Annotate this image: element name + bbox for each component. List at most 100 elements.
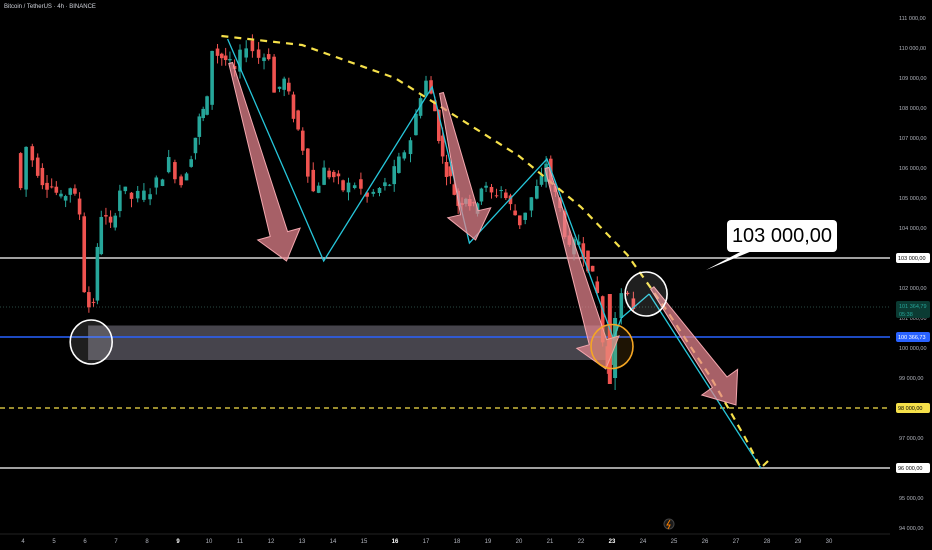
x-tick-label: 19	[485, 539, 492, 545]
candle-body	[54, 186, 59, 193]
candle-body	[118, 190, 122, 212]
candle-body	[600, 296, 605, 343]
y-tick-label: 109 000,00	[899, 76, 927, 82]
y-tick-label: 106 000,00	[899, 166, 927, 172]
candle-body	[484, 185, 488, 188]
x-tick-label: 22	[578, 539, 585, 545]
y-tick-label: 99 000,00	[899, 376, 923, 382]
candle-body	[250, 40, 255, 52]
y-tick-label: 107 000,00	[899, 136, 927, 142]
y-tick-label: 95 000,00	[899, 496, 923, 502]
candle-body	[377, 187, 382, 193]
x-tick-label: 13	[299, 539, 306, 545]
candle-body	[291, 94, 296, 119]
y-tick-label: 101 000,00	[899, 316, 927, 322]
candle-body	[129, 192, 134, 199]
candle-body	[244, 48, 248, 58]
candle-body	[282, 78, 286, 90]
price-badge-103000: 103 000,00	[898, 256, 926, 262]
candle-body	[59, 193, 63, 197]
candle-body	[166, 157, 171, 173]
y-tick-label: 111 000,00	[899, 16, 926, 22]
candle-body	[215, 48, 220, 56]
candle-body	[508, 195, 513, 205]
candle-body	[45, 182, 49, 190]
y-tick-label: 110 000,00	[899, 46, 926, 52]
candle-body	[359, 179, 363, 189]
candle-body	[197, 116, 202, 137]
candle-body	[300, 130, 305, 151]
candle-body	[440, 135, 445, 157]
price-badge-98000-bg	[896, 403, 930, 413]
y-tick-label: 94 000,00	[899, 526, 923, 532]
candle-body	[179, 176, 183, 186]
candle-body	[625, 292, 630, 295]
candle-body	[548, 158, 553, 185]
candle-body	[219, 53, 224, 59]
y-tick-label: 102 000,00	[899, 286, 927, 292]
candle-body	[436, 109, 441, 142]
x-tick-label: 6	[83, 539, 87, 545]
candle-body	[108, 216, 113, 223]
highlight-circle-1	[69, 319, 113, 365]
candle-body	[68, 188, 73, 195]
x-tick-label: 29	[795, 539, 802, 545]
candle-body	[189, 159, 193, 167]
candle-body	[205, 96, 209, 115]
candle-body	[418, 98, 423, 116]
candle-body	[424, 80, 428, 96]
candle-body	[262, 57, 266, 62]
x-tick-label: 16	[392, 539, 399, 545]
x-tick-label: 4	[21, 539, 25, 545]
callout-pointer	[706, 251, 752, 270]
x-tick-label: 25	[671, 539, 678, 545]
x-tick-label: 7	[114, 539, 118, 545]
candle-body	[184, 173, 189, 181]
x-tick-label: 21	[547, 539, 554, 545]
price-badge-96000: 96 000,00	[898, 466, 922, 472]
candle-body	[173, 162, 177, 180]
x-tick-label: 27	[733, 539, 740, 545]
lightning-icon	[663, 518, 675, 530]
candle-body	[504, 192, 508, 199]
x-tick-label: 30	[826, 539, 833, 545]
candle-body	[444, 161, 449, 177]
price-badge-103000-bg	[896, 253, 930, 263]
last-price-badge-bg	[896, 301, 930, 319]
candle-body	[513, 210, 517, 216]
candle-body	[494, 195, 499, 197]
candle-body	[201, 108, 205, 119]
x-tick-label: 26	[702, 539, 709, 545]
supply-zone	[88, 325, 613, 360]
x-tick-label: 9	[176, 539, 180, 545]
candle-body	[148, 194, 152, 200]
candle-body	[383, 182, 387, 187]
candle-body	[18, 153, 23, 189]
y-tick-label: 105 000,00	[899, 196, 927, 202]
price-badge-blue-bg	[896, 331, 930, 342]
candle-body	[193, 137, 198, 154]
candle-body	[631, 298, 636, 310]
x-tick-label: 23	[609, 539, 616, 545]
last-price-label: 101 364,79	[899, 304, 927, 310]
candle-body	[277, 86, 282, 89]
candle-body	[238, 49, 242, 72]
candle-body	[397, 156, 401, 173]
candle-body	[266, 54, 271, 60]
lightning-icon-glyph	[666, 519, 671, 530]
highlight-circle-2	[624, 271, 668, 317]
candle-body	[414, 113, 418, 136]
candle-body	[95, 246, 100, 301]
candle-body	[489, 186, 494, 193]
y-tick-label: 100 000,00	[899, 346, 927, 352]
candle-body	[479, 188, 484, 202]
candle-body	[73, 188, 77, 194]
candle-body	[331, 171, 336, 178]
candle-body	[77, 198, 82, 215]
candle-body	[24, 146, 28, 190]
candle-body	[581, 243, 586, 260]
candle-body	[429, 80, 433, 94]
x-tick-label: 5	[52, 539, 56, 545]
price-badge-98000: 98 000,00	[898, 406, 922, 412]
